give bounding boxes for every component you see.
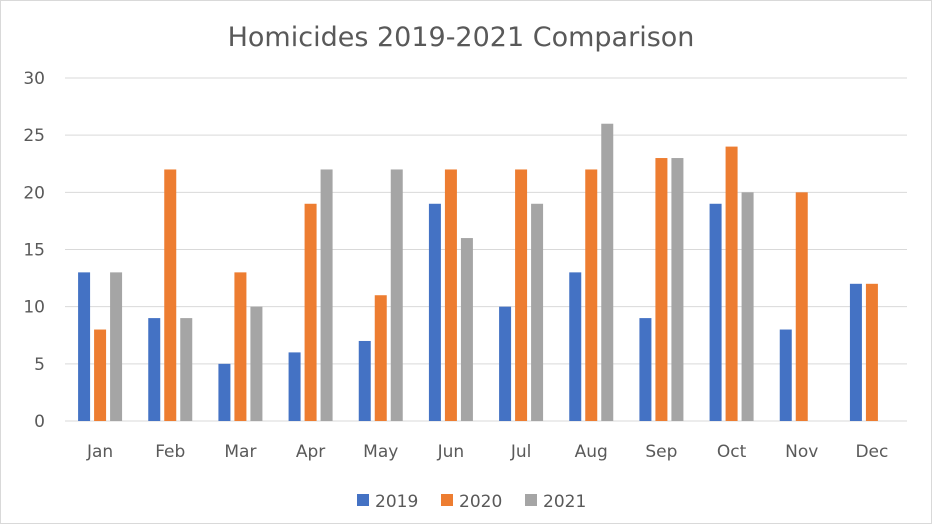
- bar-2021-mar: [250, 306, 263, 421]
- bar-2021-jul: [531, 203, 544, 421]
- bar-2019-jul: [499, 306, 512, 421]
- bar-2021-aug: [601, 123, 614, 421]
- bar-2020-dec: [865, 283, 878, 421]
- bar-2021-oct: [741, 192, 754, 421]
- bar-2020-may: [374, 295, 387, 421]
- bar-2021-sep: [671, 158, 684, 422]
- bar-2019-oct: [709, 203, 722, 421]
- x-tick-label: Sep: [645, 442, 677, 462]
- bar-2019-may: [358, 340, 371, 421]
- x-tick-label: May: [363, 442, 398, 462]
- bar-2020-feb: [164, 169, 177, 421]
- bar-2021-apr: [320, 169, 333, 421]
- legend-swatch-2019: [357, 494, 369, 506]
- bar-2021-jun: [460, 238, 473, 421]
- x-tick-label: Nov: [785, 442, 818, 462]
- chart-title: Homicides 2019-2021 Comparison: [228, 22, 695, 53]
- bar-2019-aug: [569, 272, 582, 421]
- x-tick-label: Jun: [437, 442, 465, 462]
- bar-2020-jul: [515, 169, 528, 421]
- bar-2020-mar: [234, 272, 247, 421]
- bar-2021-feb: [180, 318, 193, 421]
- bar-2020-jan: [94, 329, 107, 421]
- legend-swatch-2021: [525, 494, 537, 506]
- y-tick-label: 20: [23, 183, 45, 203]
- bar-2020-jun: [444, 169, 457, 421]
- x-tick-label: Jan: [86, 442, 113, 462]
- legend-swatch-2020: [441, 494, 453, 506]
- bar-2019-nov: [779, 329, 792, 421]
- bar-2020-sep: [655, 158, 668, 422]
- bar-2019-jun: [428, 203, 441, 421]
- legend-label-2021: 2021: [543, 492, 586, 512]
- bar-2020-aug: [585, 169, 598, 421]
- legend-label-2020: 2020: [459, 492, 502, 512]
- bar-2019-feb: [148, 318, 161, 421]
- bar-2019-sep: [639, 318, 652, 421]
- y-tick-label: 25: [23, 126, 45, 146]
- bar-2020-apr: [304, 203, 317, 421]
- x-tick-label: Feb: [155, 442, 185, 462]
- legend-label-2019: 2019: [375, 492, 418, 512]
- y-tick-label: 10: [23, 298, 45, 318]
- bar-2019-apr: [288, 352, 301, 421]
- gridlines: [65, 77, 907, 422]
- x-tick-label: Apr: [296, 442, 325, 462]
- bar-2021-may: [390, 169, 403, 421]
- legend: 2019 2020 2021: [357, 492, 586, 512]
- bar-2019-mar: [218, 363, 231, 421]
- y-axis: 0 5 10 15 20 25 30: [23, 69, 45, 432]
- x-tick-label: Jul: [510, 442, 532, 462]
- y-tick-label: 15: [23, 241, 45, 261]
- bar-2019-dec: [849, 283, 862, 421]
- bars: [78, 123, 878, 422]
- y-tick-label: 5: [34, 355, 45, 375]
- x-tick-label: Dec: [855, 442, 888, 462]
- y-tick-label: 0: [34, 412, 45, 432]
- bar-2020-oct: [725, 146, 738, 421]
- y-tick-label: 30: [23, 69, 45, 89]
- bar-2019-jan: [78, 272, 91, 421]
- x-tick-label: Oct: [717, 442, 747, 462]
- x-tick-label: Aug: [575, 442, 608, 462]
- bar-2020-nov: [795, 192, 808, 421]
- x-tick-label: Mar: [224, 442, 256, 462]
- bar-2021-jan: [110, 272, 123, 421]
- x-axis: Jan Feb Mar Apr May Jun Jul Aug Sep Oct Nov Dec: [86, 442, 888, 462]
